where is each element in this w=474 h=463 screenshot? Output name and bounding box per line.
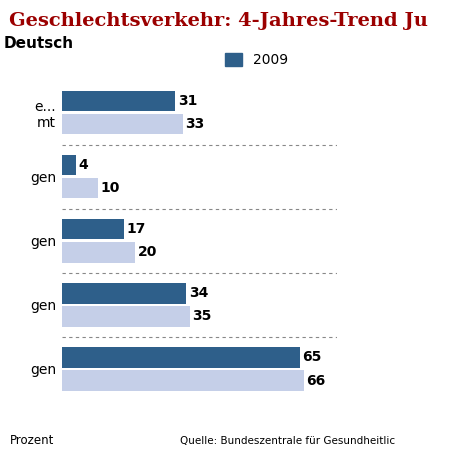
Bar — [62, 178, 98, 199]
Text: 31: 31 — [178, 94, 197, 108]
Text: Prozent: Prozent — [9, 434, 54, 447]
Text: Geschlechtsverkehr: 4-Jahres-Trend Ju: Geschlechtsverkehr: 4-Jahres-Trend Ju — [9, 12, 428, 30]
Text: 33: 33 — [185, 117, 204, 131]
Text: 10: 10 — [101, 181, 120, 195]
Text: 35: 35 — [192, 309, 212, 324]
Bar — [62, 283, 186, 304]
Bar — [62, 219, 124, 239]
Bar — [62, 91, 175, 111]
Bar — [62, 306, 190, 327]
Text: 20: 20 — [137, 245, 157, 259]
Text: 66: 66 — [306, 374, 325, 388]
Text: Deutsch: Deutsch — [4, 36, 74, 51]
Text: 4: 4 — [79, 158, 89, 172]
Text: 17: 17 — [127, 222, 146, 236]
Bar — [62, 114, 182, 134]
Text: 65: 65 — [302, 350, 322, 364]
Legend: 2009: 2009 — [220, 48, 294, 73]
Bar — [62, 155, 76, 175]
Text: Quelle: Bundeszentrale für Gesundheitlic: Quelle: Bundeszentrale für Gesundheitlic — [180, 437, 395, 446]
Bar — [62, 242, 135, 263]
Text: 34: 34 — [189, 286, 208, 300]
Bar — [62, 347, 300, 368]
Bar — [62, 370, 303, 391]
